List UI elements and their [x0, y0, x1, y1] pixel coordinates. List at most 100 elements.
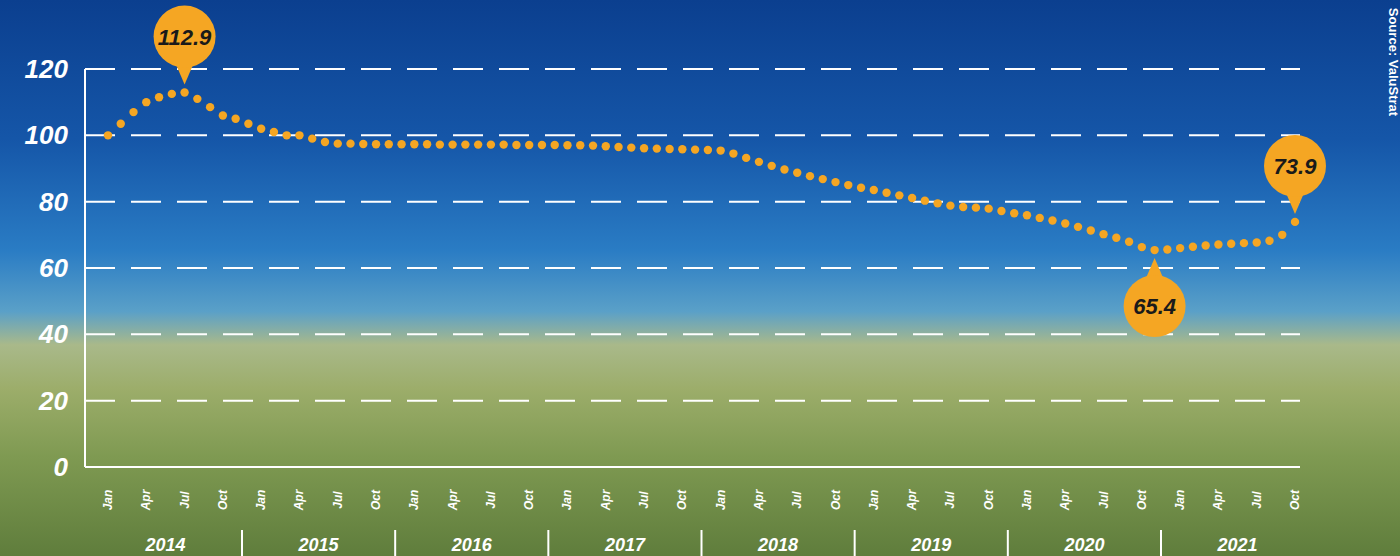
x-tick-label: Jul: [637, 491, 651, 509]
x-tick-label: Jul: [331, 491, 345, 509]
data-point: [282, 131, 290, 139]
y-tick-label: 60: [39, 253, 68, 283]
data-point: [1087, 226, 1095, 234]
data-point: [397, 140, 405, 148]
data-point: [1227, 240, 1235, 248]
data-point: [755, 158, 763, 166]
data-point: [1278, 231, 1286, 239]
data-point: [1201, 241, 1209, 249]
year-label: 2017: [604, 535, 646, 555]
data-point: [551, 141, 559, 149]
x-tick-label: Apr: [1211, 488, 1225, 511]
data-point: [1214, 240, 1222, 248]
data-point: [499, 140, 507, 148]
x-tick-label: Apr: [292, 488, 306, 511]
data-point: [627, 143, 635, 151]
x-tick-label: Apr: [752, 488, 766, 511]
x-tick-label: Apr: [599, 488, 613, 511]
grid-line: [85, 134, 1300, 136]
data-point: [295, 131, 303, 139]
data-point: [1023, 211, 1031, 219]
x-tick-label: Jan: [714, 490, 728, 511]
data-point: [767, 162, 775, 170]
x-tick-label: Apr: [905, 488, 919, 511]
data-point: [244, 120, 252, 128]
x-tick-label: Oct: [216, 489, 230, 510]
x-tick-label: Jul: [1097, 491, 1111, 509]
data-point: [984, 204, 992, 212]
data-point: [716, 146, 724, 154]
data-point: [308, 134, 316, 142]
data-point: [819, 175, 827, 183]
x-tick-label: Oct: [1135, 489, 1149, 510]
data-point: [933, 199, 941, 207]
data-point: [1125, 238, 1133, 246]
x-tick-label: Oct: [369, 489, 383, 510]
x-tick-label: Jan: [254, 490, 268, 511]
y-tick-label: 0: [54, 452, 69, 482]
annotation-bubble: [154, 6, 216, 68]
data-point: [487, 140, 495, 148]
y-tick-label: 40: [38, 319, 68, 349]
data-point: [321, 138, 329, 146]
data-point: [117, 120, 125, 128]
year-label: 2021: [1217, 535, 1258, 555]
annotation-bubble: [1124, 275, 1186, 337]
data-point: [678, 145, 686, 153]
grid-line: [85, 333, 1300, 335]
y-tick-label: 20: [38, 386, 68, 416]
grid-line: [85, 267, 1300, 269]
data-point: [1048, 216, 1056, 224]
data-point: [461, 140, 469, 148]
x-tick-label: Jul: [790, 491, 804, 509]
data-point: [831, 178, 839, 186]
data-point: [359, 140, 367, 148]
year-label: 2019: [910, 535, 951, 555]
data-point: [512, 141, 520, 149]
data-point: [129, 108, 137, 116]
data-point: [806, 172, 814, 180]
data-point: [372, 140, 380, 148]
data-point: [1074, 223, 1082, 231]
data-point: [257, 125, 265, 133]
x-tick-label: Oct: [982, 489, 996, 510]
year-separator: [701, 530, 703, 556]
data-point: [691, 145, 699, 153]
data-point: [946, 201, 954, 209]
data-point: [1240, 239, 1248, 247]
data-point: [921, 196, 929, 204]
grid-line: [85, 201, 1300, 203]
data-point: [602, 142, 610, 150]
data-point: [1291, 218, 1299, 226]
data-point: [1176, 244, 1184, 252]
year-separator: [1007, 530, 1009, 556]
data-point: [1265, 237, 1273, 245]
data-point: [206, 103, 214, 111]
data-point: [1253, 238, 1261, 246]
data-point: [857, 184, 865, 192]
data-point: [231, 115, 239, 123]
annotations: 112.965.473.9: [154, 6, 1326, 338]
data-point: [448, 140, 456, 148]
x-tick-label: Oct: [522, 489, 536, 510]
data-point: [525, 141, 533, 149]
data-point: [614, 143, 622, 151]
data-point: [576, 141, 584, 149]
data-point: [1189, 243, 1197, 251]
x-tick-label: Jan: [867, 490, 881, 511]
data-point: [168, 90, 176, 98]
data-point: [653, 144, 661, 152]
data-point: [959, 203, 967, 211]
data-point: [780, 165, 788, 173]
x-axis: [85, 466, 1300, 468]
year-separator: [1160, 530, 1162, 556]
data-point: [423, 140, 431, 148]
data-point: [908, 194, 916, 202]
annotation-label: 73.9: [1274, 154, 1318, 179]
x-tick-label: Oct: [675, 489, 689, 510]
data-point: [1099, 230, 1107, 238]
data-point: [895, 191, 903, 199]
chart: 020406080100120JanAprJulOctJanAprJulOctJ…: [0, 0, 1400, 556]
data-point: [870, 186, 878, 194]
x-tick-label: Apr: [446, 488, 460, 511]
